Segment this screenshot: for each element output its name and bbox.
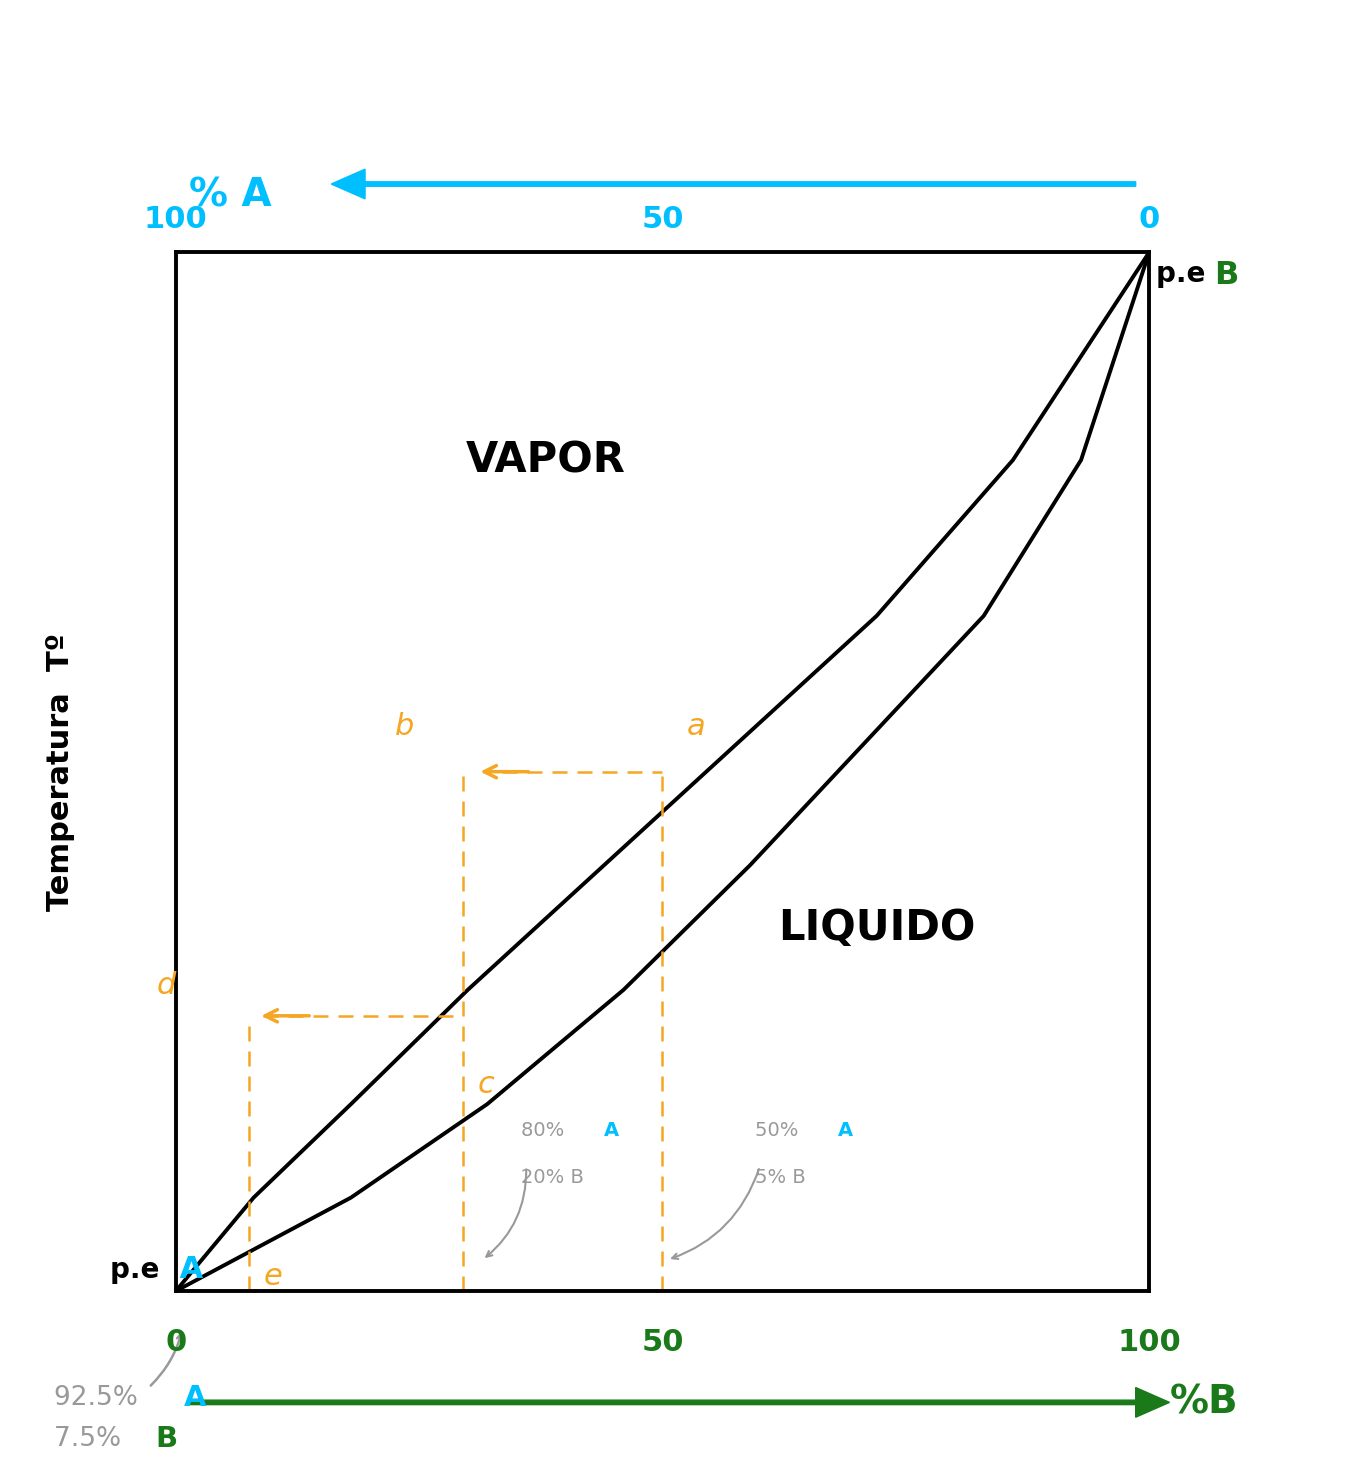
Text: 100: 100 (1117, 1328, 1182, 1358)
Text: e: e (264, 1261, 283, 1291)
Text: %B: %B (1169, 1383, 1238, 1422)
Text: b: b (395, 711, 414, 741)
Text: 80%: 80% (522, 1122, 571, 1140)
Text: VAPOR: VAPOR (465, 439, 626, 481)
Text: A: A (184, 1385, 207, 1411)
Text: B: B (155, 1426, 177, 1453)
Text: A: A (838, 1122, 853, 1140)
Text: % A: % A (189, 177, 272, 215)
Text: 20% B: 20% B (522, 1168, 584, 1187)
Text: a: a (687, 711, 706, 741)
Text: 7.5%: 7.5% (54, 1426, 130, 1453)
Text: Temperatura  Tº: Temperatura Tº (46, 632, 76, 911)
Text: 100: 100 (143, 205, 208, 234)
Text: 50%: 50% (754, 1122, 804, 1140)
Text: 50: 50 (641, 205, 684, 234)
Text: d: d (157, 971, 176, 1000)
Text: LIQUIDO: LIQUIDO (777, 907, 975, 948)
Text: A: A (604, 1122, 619, 1140)
Text: p.e: p.e (1156, 260, 1215, 288)
Text: A: A (169, 1254, 203, 1284)
Text: p.e: p.e (110, 1255, 169, 1284)
Text: B: B (1214, 260, 1238, 291)
Text: 0: 0 (1138, 205, 1160, 234)
Text: c: c (477, 1070, 495, 1098)
Text: 0: 0 (165, 1328, 187, 1358)
Text: 5% B: 5% B (754, 1168, 806, 1187)
Text: 92.5%: 92.5% (54, 1385, 146, 1411)
Text: 50: 50 (641, 1328, 684, 1358)
